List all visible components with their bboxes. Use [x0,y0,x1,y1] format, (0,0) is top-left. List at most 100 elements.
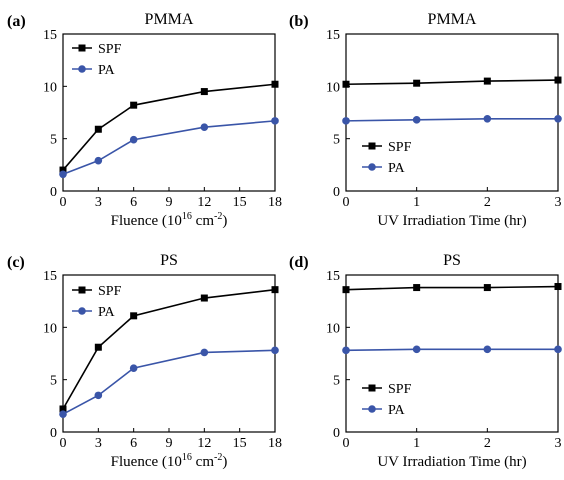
x-axis-label-unit-sup: -2 [214,452,222,463]
data-point [200,88,208,96]
x-tick-label: 0 [60,436,67,451]
x-axis-label-close: ) [222,454,227,470]
legend-label: PA [98,63,116,78]
legend: SPF PA [72,42,122,78]
x-tick-label: 9 [166,436,173,451]
x-tick-label: 6 [130,436,137,451]
data-point [200,348,209,357]
y-tick-label: 5 [333,133,340,148]
x-axis-label-sup: 16 [182,211,192,222]
series-line [345,79,559,86]
panel-label: (b) [289,13,309,30]
x-tick-label: 1 [413,195,420,210]
legend-marker [368,142,376,150]
legend-marker [368,384,376,392]
y-tick-label: 10 [326,321,340,336]
data-point [129,135,138,144]
x-tick-label: 2 [484,195,491,210]
data-point [412,345,421,354]
x-tick-label: 3 [555,436,562,451]
x-tick-label: 12 [197,195,211,210]
y-tick-label: 15 [326,269,340,284]
data-point [271,286,279,294]
data-point [200,294,208,302]
x-axis-label-part: Fluence (10 [111,213,182,229]
x-tick-label: 1 [413,436,420,451]
panel-label: (a) [7,13,26,30]
x-axis-label-unit-sup: -2 [214,211,222,222]
series-line [345,348,558,352]
legend-label: SPF [388,140,412,155]
x-axis-label: Fluence (1016 cm-2) [111,452,228,470]
x-axis-label-unit: cm [192,454,214,470]
data-point [94,125,102,133]
x-axis-label-unit: cm [192,213,214,229]
data-point [59,166,67,174]
y-tick-label: 10 [43,80,57,95]
data-point [130,101,138,109]
x-tick-label: 18 [268,195,282,210]
legend: SPF PA [72,284,122,320]
series-line [345,117,558,122]
panel-label: (c) [7,254,25,271]
x-axis-label: Fluence (1016 cm-2) [111,211,228,229]
legend: SPF PA [362,382,412,418]
data-point [271,346,279,355]
data-point [59,170,67,179]
x-axis-label-sup: 16 [182,452,192,463]
data-point [342,80,350,88]
series-line [62,349,276,415]
series-line [345,285,559,291]
data-point [483,345,492,354]
series-pa [342,345,562,355]
chart-title: PMMA [145,11,194,28]
legend: SPF PA [362,140,412,176]
series-spf [59,286,279,413]
chart-title: PS [160,252,178,269]
y-tick-label: 0 [333,185,340,200]
x-tick-label: 0 [60,195,67,210]
chart-title: PS [443,252,461,269]
data-point [554,114,562,123]
legend-marker [78,65,86,73]
data-point [412,116,421,124]
x-axis-label: UV Irradiation Time (hr) [377,213,526,229]
y-tick-label: 0 [50,426,57,441]
legend-label: PA [98,305,116,320]
x-axis-label-close: ) [222,213,227,229]
plot-frame [345,33,559,192]
legend-marker [78,44,86,52]
legend-label: PA [388,161,406,176]
data-point [271,117,279,125]
data-point [130,312,138,320]
y-tick-label: 15 [326,28,340,43]
legend-marker [78,286,86,294]
data-point [271,80,279,88]
x-tick-label: 6 [130,195,137,210]
x-axis-label: UV Irradiation Time (hr) [377,454,526,470]
panel-label: (d) [289,254,309,271]
x-tick-label: 3 [555,195,562,210]
data-point [483,77,491,85]
x-tick-label: 0 [343,436,350,451]
legend-label: SPF [388,382,412,397]
data-point [413,284,421,292]
x-tick-label: 15 [233,436,247,451]
data-point [483,114,492,123]
x-tick-label: 18 [268,436,282,451]
y-tick-label: 5 [333,374,340,389]
series-line [62,83,276,171]
x-tick-label: 3 [95,195,102,210]
panel-a: (a) PMMA 0 3 6 9 12 15 18 0 5 10 15 Fluence (1016 cm-… [7,11,282,229]
series-pa [59,346,279,419]
data-point [342,346,350,355]
y-tick-label: 5 [50,133,57,148]
y-tick-label: 10 [43,321,57,336]
y-tick-label: 5 [50,374,57,389]
legend-label: PA [388,403,406,418]
data-point [94,343,102,351]
legend-marker [368,405,376,413]
panel-b: (b) PMMA 0 1 2 3 0 5 10 15 UV Irradiation Time (hr… [289,11,562,229]
